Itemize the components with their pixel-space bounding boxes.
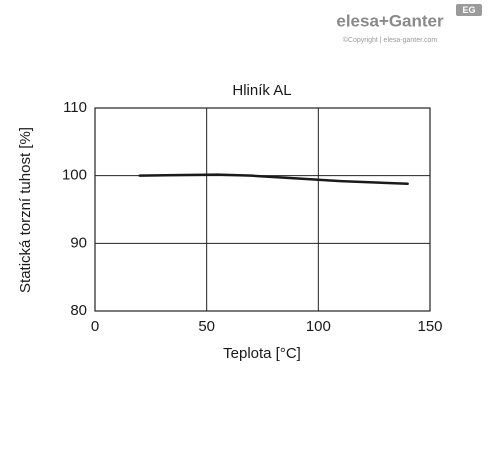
x-axis-label: Teplota [°C] [223,345,301,362]
y-tick-label: 110 [63,99,87,116]
logo-copyright: ©Copyright | elesa-ganter.com [343,36,438,44]
x-tick-label: 50 [198,318,215,335]
chart-title: Hliník AL [232,82,291,99]
y-tick-label: 80 [70,302,87,319]
logo-badge: EG [462,5,475,15]
x-tick-label: 0 [91,318,99,335]
y-tick-label: 90 [70,234,87,251]
plot-frame [94,107,431,312]
y-tick-label: 100 [62,167,87,184]
x-tick-label: 100 [306,318,331,335]
logo-brand: elesa+Ganter [336,11,444,30]
y-axis-label: Statická torzní tuhost [%] [17,127,34,293]
x-tick-label: 150 [417,318,442,335]
logo-badge-bg [456,4,482,16]
data-line [138,173,409,186]
